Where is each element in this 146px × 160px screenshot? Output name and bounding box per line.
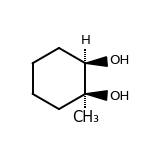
Text: OH: OH: [110, 55, 130, 68]
Text: H: H: [80, 34, 90, 47]
Text: OH: OH: [110, 90, 130, 103]
Text: CH₃: CH₃: [72, 110, 99, 125]
Polygon shape: [85, 91, 107, 100]
Polygon shape: [85, 57, 107, 66]
